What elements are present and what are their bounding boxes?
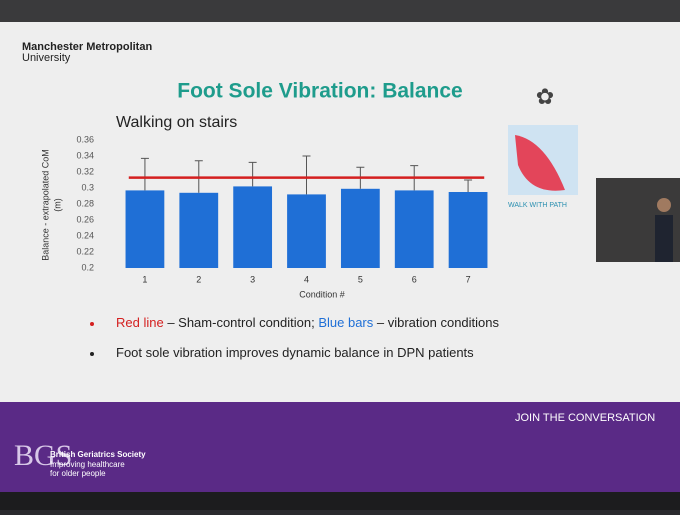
bullet-part: Red line	[116, 315, 164, 330]
error-bar	[302, 155, 311, 195]
bar	[340, 188, 380, 268]
y-tick-label: 0.32	[76, 166, 94, 176]
bezel	[0, 0, 680, 22]
logo-icon: ✿	[536, 84, 554, 109]
bullet-part: – vibration conditions	[373, 315, 499, 330]
y-tick-label: 0.36	[76, 134, 94, 144]
y-tick-label: 0.34	[76, 150, 94, 160]
speaker	[655, 215, 673, 262]
y-tick-label: 0.26	[76, 214, 94, 224]
bar	[125, 190, 165, 268]
shoe-shape	[515, 135, 565, 191]
bgs-logo: BGS	[14, 439, 72, 472]
tagline: for older people	[50, 469, 106, 478]
bullet-part: – Sham-control condition;	[164, 315, 319, 330]
bullet-dot	[90, 322, 94, 326]
slide-title: Foot Sole Vibration: Balance	[177, 80, 463, 103]
bullet-dot	[90, 352, 94, 356]
x-axis-label: Condition #	[299, 289, 345, 299]
y-tick-label: 0.22	[76, 246, 94, 256]
x-tick-label: 2	[196, 274, 201, 284]
tagline: Improving healthcare	[50, 460, 125, 469]
bullet-part: Blue bars	[318, 315, 373, 330]
x-tick-label: 3	[250, 274, 255, 284]
bullet-part: Foot sole vibration improves dynamic bal…	[116, 345, 474, 360]
x-tick-label: 4	[304, 274, 309, 284]
bar	[287, 194, 326, 268]
chart-title: Walking on stairs	[116, 114, 237, 131]
x-tick-label: 1	[142, 274, 147, 284]
bar	[233, 186, 273, 268]
y-tick-label: 0.3	[81, 182, 94, 192]
bottom-edge	[0, 492, 680, 510]
org-name: British Geriatrics Society	[50, 450, 146, 459]
footer-band	[0, 402, 680, 492]
y-axis-label: Balance - extrapolated CoM	[40, 149, 50, 261]
y-tick-label: 0.28	[76, 198, 94, 208]
join-text: JOIN THE CONVERSATION	[515, 412, 655, 424]
bar	[179, 192, 219, 268]
bullet: Red line – Sham-control condition; Blue …	[116, 315, 500, 330]
x-tick-label: 5	[358, 274, 363, 284]
university: Manchester Metropolitan	[22, 41, 152, 53]
error-bar	[140, 157, 149, 191]
error-bar	[248, 161, 257, 187]
error-bar	[464, 179, 473, 192]
x-tick-label: 6	[412, 274, 417, 284]
y-tick-label: 0.24	[76, 230, 94, 240]
bullet: Foot sole vibration improves dynamic bal…	[116, 345, 474, 360]
slide-bg	[0, 22, 680, 402]
bar	[394, 190, 434, 268]
speaker-head	[657, 198, 671, 212]
image-caption: WALK WITH PATH	[508, 202, 567, 209]
y-axis-label: (m)	[52, 198, 62, 212]
university: University	[22, 52, 71, 64]
bar	[448, 192, 488, 268]
y-tick-label: 0.2	[81, 262, 94, 272]
x-tick-label: 7	[466, 274, 471, 284]
